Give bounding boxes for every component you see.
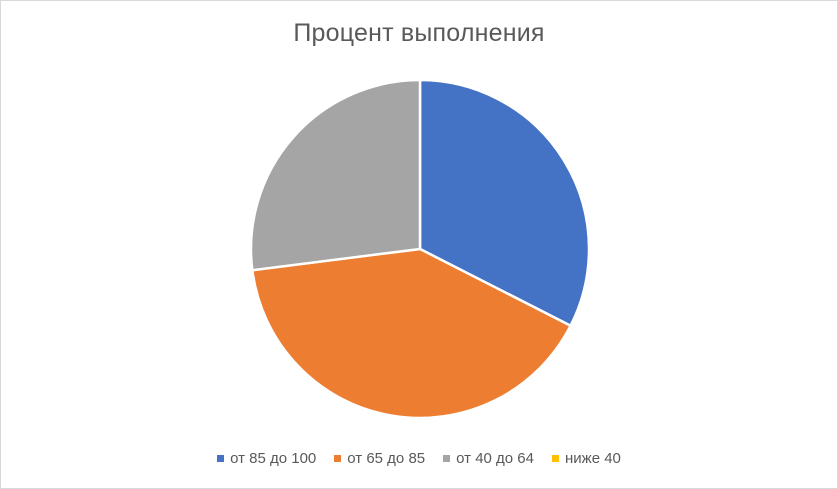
legend-swatch <box>443 455 451 462</box>
legend-item-1: от 85 до 100 <box>217 450 316 467</box>
legend-label: от 85 до 100 <box>230 450 317 467</box>
pie-slice-2 <box>251 247 572 420</box>
chart-legend: от 85 до 100 от 65 до 85 от 40 до 64 ниже 4… <box>1 450 837 467</box>
legend-swatch <box>334 455 342 462</box>
legend-label: ниже 40 <box>565 450 621 467</box>
legend-label: от 40 до 64 <box>456 450 534 467</box>
legend-label: от 65 до 85 <box>347 450 426 467</box>
pie-slice-1 <box>418 78 591 327</box>
legend-item-3: от 40 до 64 <box>443 450 534 467</box>
pie-slice-3 <box>249 78 422 272</box>
legend-item-2: от 65 до 85 <box>334 450 425 467</box>
chart-title: Процент выполнения <box>293 19 545 47</box>
legend-swatch <box>552 455 559 462</box>
legend-swatch <box>217 455 225 462</box>
legend-item-4: ниже 40 <box>552 450 621 467</box>
